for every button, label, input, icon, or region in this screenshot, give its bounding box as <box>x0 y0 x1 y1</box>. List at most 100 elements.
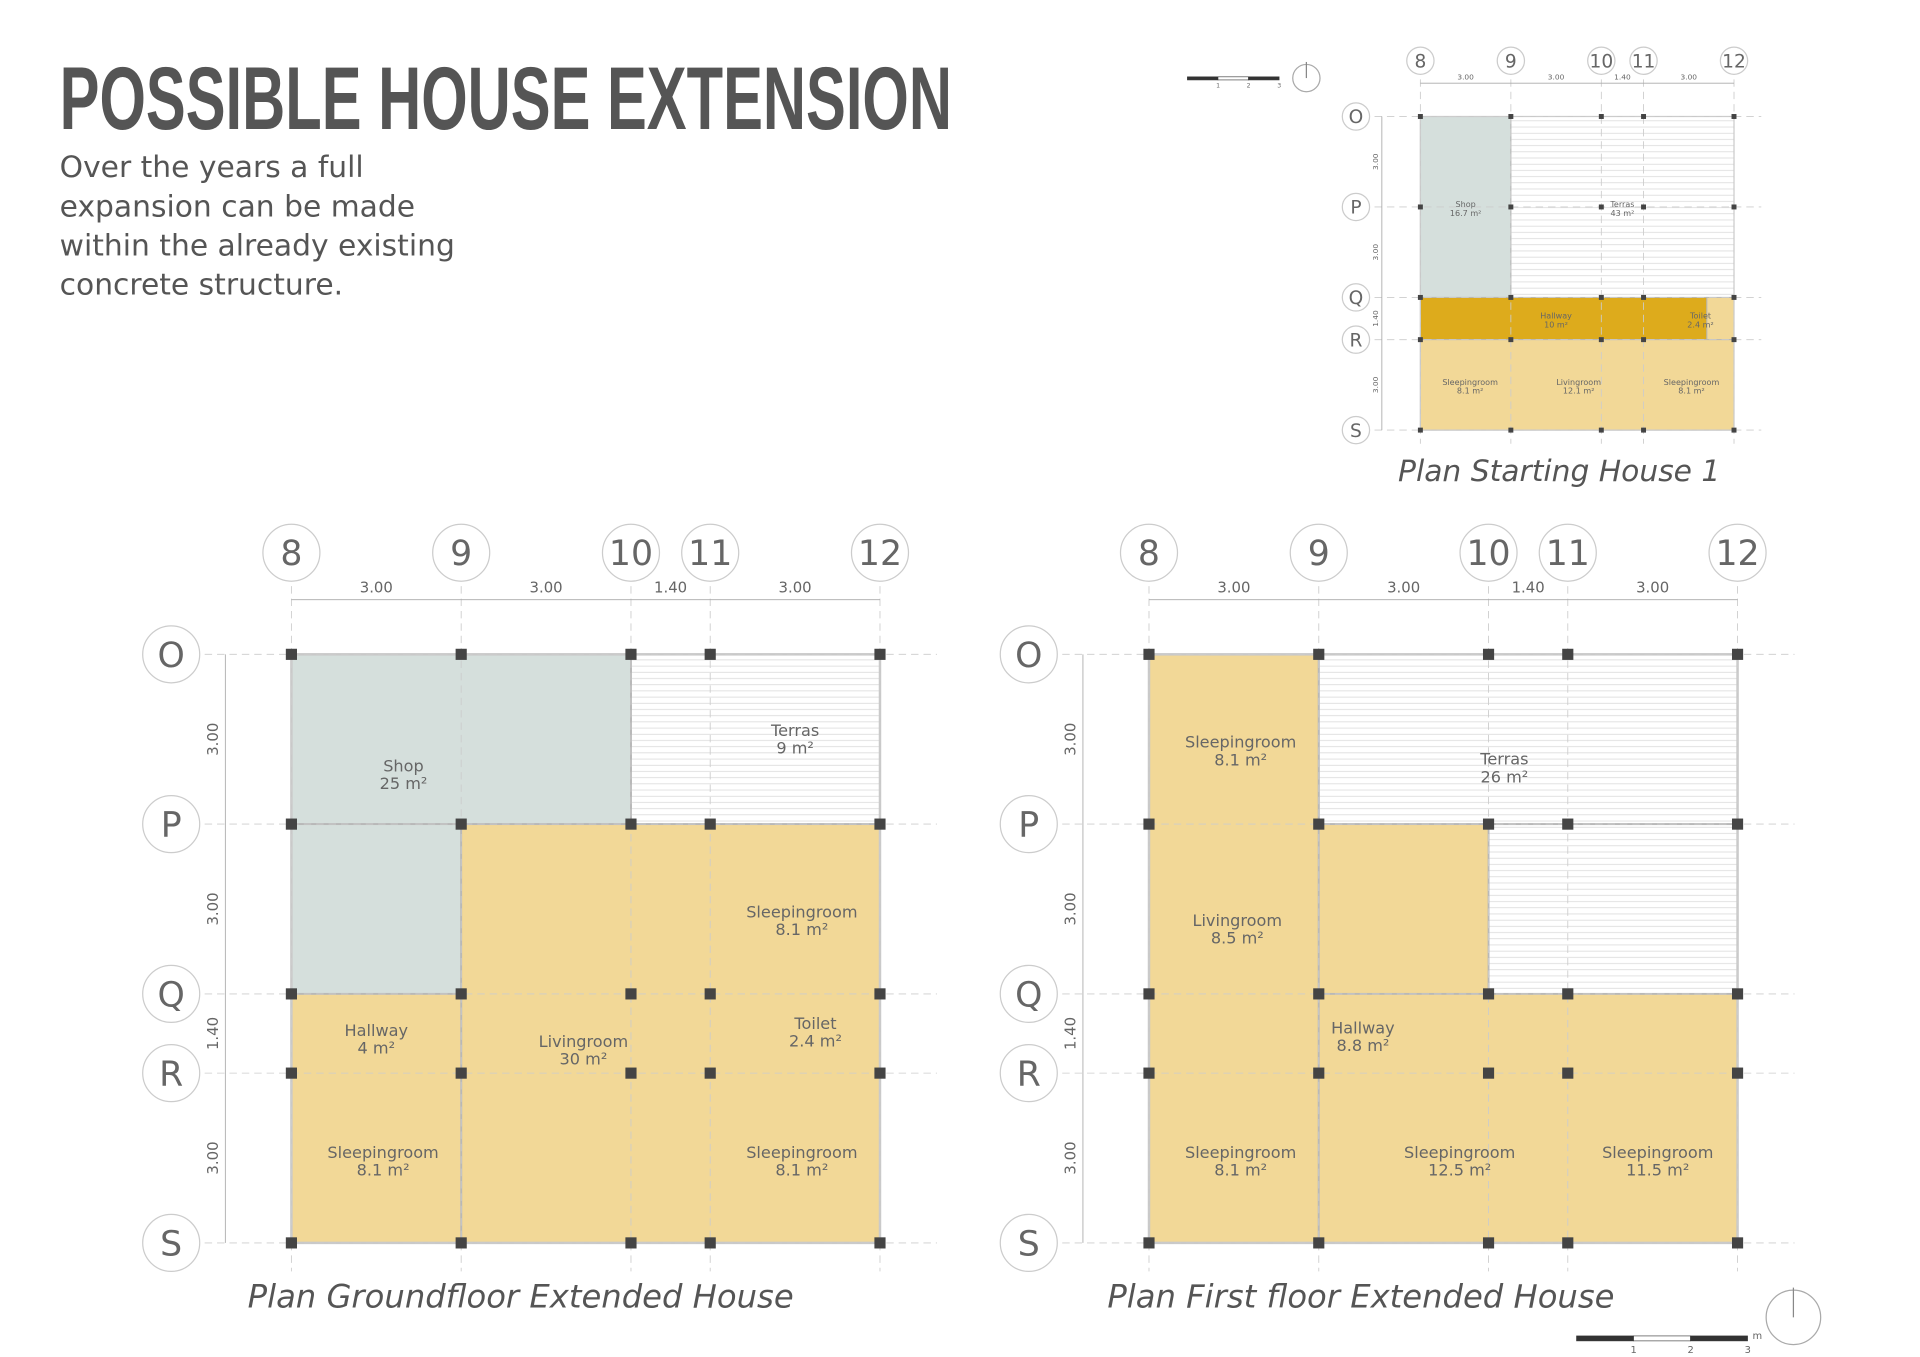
plan-caption: Plan Groundfloor Extended House <box>248 1277 794 1315</box>
column-post <box>1598 114 1604 119</box>
column-post <box>704 818 716 830</box>
floor-plan: 8 9 10 11 12 O P QR S 3.00 3.00 1.40 3.00 3.00 3.00 1.4… <box>1341 46 1762 489</box>
column-post <box>285 818 297 830</box>
grid-bubble <box>1459 523 1518 582</box>
room-area: 4 m² <box>358 1039 396 1058</box>
grid-bubble <box>1341 325 1371 354</box>
column-post <box>285 988 297 1000</box>
grid-bubble <box>1119 523 1179 582</box>
scale-label: 1 <box>1216 82 1220 89</box>
column-post <box>1482 648 1495 660</box>
room-name: Sleepingroom <box>1602 1143 1713 1162</box>
description: Over the years a full expansion can be ma… <box>60 150 455 302</box>
column-post <box>874 818 886 830</box>
column-post <box>1508 337 1514 343</box>
column-post <box>874 988 886 1000</box>
room-area: 2.4 m² <box>1687 320 1713 329</box>
column-post <box>625 648 637 660</box>
scale-segment <box>1576 1335 1634 1342</box>
column-post <box>1482 1237 1495 1249</box>
column-post <box>625 818 637 830</box>
grid-bubble <box>999 794 1058 854</box>
room-name: Livingroom <box>1556 378 1601 387</box>
grid-bubble <box>142 1044 201 1103</box>
room-area <box>290 992 463 1244</box>
column-post <box>1417 294 1423 300</box>
dimension-label: 3.00 <box>204 1141 222 1174</box>
floor-plan: 8 9 10 11 12 O P QR S 3.00 3.00 1.40 3.00 3.00 3.00 1.4… <box>999 523 1795 1315</box>
grid-label: O <box>158 636 185 676</box>
column-post <box>1313 818 1325 830</box>
room-name: Livingroom <box>1192 911 1282 930</box>
column-post <box>1598 337 1604 343</box>
room-name: Sleepingroom <box>746 902 857 921</box>
room-area: 25 m² <box>380 774 428 793</box>
room-area: 8.1 m² <box>1678 387 1704 396</box>
dimension-label: 3.00 <box>1548 72 1565 81</box>
grid-label: 11 <box>1632 51 1656 72</box>
grid-bubble <box>142 1213 201 1273</box>
room-name: Hallway <box>1540 312 1572 321</box>
column-post <box>1562 818 1574 830</box>
column-post <box>1143 1237 1155 1249</box>
scale-label: 1 <box>1631 1345 1637 1356</box>
dimension-label: 3.00 <box>1062 723 1080 756</box>
grid-bubble <box>1341 415 1371 445</box>
room-area: 10 m² <box>1544 320 1568 329</box>
scale-label: 2 <box>1688 1345 1694 1356</box>
column-post <box>285 648 297 660</box>
room-area: 8.8 m² <box>1336 1036 1389 1055</box>
column-post <box>1508 294 1514 300</box>
column-post <box>1731 1067 1744 1079</box>
column-post <box>625 1067 637 1079</box>
dimension-label: 3.00 <box>204 723 222 756</box>
grid-bubble <box>1708 523 1767 582</box>
column-post <box>704 648 716 660</box>
room-area: 43 m² <box>1610 209 1634 218</box>
column-post <box>1417 204 1423 210</box>
room-area: 12.1 m² <box>1563 387 1595 396</box>
column-post <box>1731 818 1744 830</box>
grid-bubble <box>1289 523 1348 582</box>
column-post <box>1641 427 1647 433</box>
column-post <box>1417 114 1423 119</box>
grid-label: 10 <box>609 534 653 574</box>
grid-bubble <box>1406 46 1435 75</box>
grid-bubble <box>432 523 491 582</box>
column-post <box>1731 204 1737 210</box>
description-line: Over the years a full <box>60 150 364 185</box>
grid-label: R <box>1017 1055 1041 1095</box>
scale-segment <box>1217 76 1249 81</box>
room-area <box>460 823 881 1244</box>
grid-bubble <box>681 523 740 582</box>
grid-bubble <box>999 1213 1058 1273</box>
column-post <box>1482 1067 1495 1079</box>
grid-label: O <box>1015 636 1042 676</box>
room-name: Sleepingroom <box>1185 733 1296 752</box>
column-post <box>1731 427 1737 433</box>
column-post <box>874 1237 886 1249</box>
room-area: 11.5 m² <box>1626 1161 1689 1180</box>
room-name: Toilet <box>1689 312 1711 321</box>
scale-segment <box>1690 1335 1748 1342</box>
column-post <box>455 1067 467 1079</box>
room-area <box>1317 653 1739 826</box>
column-post <box>1313 1237 1325 1249</box>
room-area <box>630 653 881 826</box>
dimension-label: 1.40 <box>1371 310 1380 327</box>
dimension-label: 1.40 <box>1062 1017 1080 1050</box>
dimension-label: 3.00 <box>1371 244 1380 261</box>
column-post <box>704 1237 716 1249</box>
title: POSSIBLE HOUSE EXTENSION <box>60 48 952 148</box>
column-post <box>1417 427 1423 433</box>
column-post <box>625 1237 637 1249</box>
scale-segment <box>1187 76 1219 81</box>
column-post <box>1731 648 1744 660</box>
description-line: concrete structure. <box>60 267 343 302</box>
column-post <box>1508 427 1514 433</box>
grid-bubble <box>1719 46 1749 75</box>
column-post <box>1508 204 1514 210</box>
dimension-label: 3.00 <box>1371 153 1380 170</box>
room-area: 8.5 m² <box>1211 929 1264 948</box>
column-post <box>874 1067 886 1079</box>
